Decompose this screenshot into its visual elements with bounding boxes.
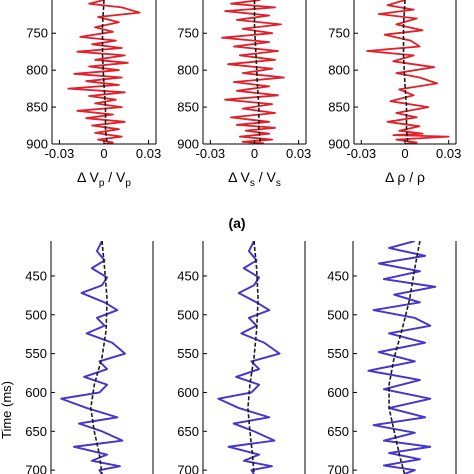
x-tick-label: -0.03	[196, 146, 226, 161]
x-tick-label: 0	[401, 146, 408, 161]
x-tick-label: -0.03	[45, 146, 75, 161]
x-axis-label-part: / V	[255, 169, 277, 185]
y-tick-label: 450	[177, 268, 199, 283]
x-axis-label-part: Δ V	[228, 169, 250, 185]
y-tick-label: 750	[328, 26, 350, 41]
y-tick-label: 700	[177, 463, 199, 474]
x-axis-label: Δ ρ / ρ	[385, 169, 425, 185]
x-axis-label-subscript: p	[99, 178, 105, 189]
x-axis-label-subscript: p	[125, 178, 131, 189]
y-tick-label: 450	[25, 268, 47, 283]
y-tick-label: 600	[25, 385, 47, 400]
x-tick-label: 0.03	[436, 146, 461, 161]
chart-panel-top-3: 750 800 850 900-0.03 0 0.03 Δ ρ / ρ	[328, 0, 461, 185]
y-tick-label: 550	[327, 346, 349, 361]
x-axis-label-subscript: s	[250, 178, 255, 189]
y-tick-label: 550	[177, 346, 199, 361]
y-tick-label: 500	[177, 307, 199, 322]
y-tick-label: 850	[26, 100, 48, 115]
x-axis-label-part: / V	[104, 169, 126, 185]
y-tick-label: 550	[25, 346, 47, 361]
series-line-0	[67, 0, 141, 144]
y-tick-label: 800	[26, 63, 48, 78]
y-tick-label: 850	[177, 100, 199, 115]
y-tick-label: 650	[327, 424, 349, 439]
x-tick-label: 0	[251, 146, 258, 161]
series-group	[367, 241, 437, 474]
chart-panel-bottom-2: 450 500 550 600 650 700	[177, 241, 306, 474]
y-tick-label: 450	[327, 268, 349, 283]
y-tick-label: 900	[26, 137, 48, 152]
series-group	[366, 0, 450, 144]
y-tick-label: 900	[328, 137, 350, 152]
series-line-2	[90, 241, 108, 474]
y-tick-label: 800	[177, 63, 199, 78]
series-line-0	[60, 241, 126, 474]
x-axis-label: Δ Vs / Vs	[228, 169, 281, 189]
y-tick-label: 850	[328, 100, 350, 115]
y-tick-label: 600	[327, 385, 349, 400]
x-tick-label: 0	[100, 146, 107, 161]
y-tick-label: 600	[177, 385, 199, 400]
x-tick-label: 0.03	[136, 146, 161, 161]
series-line-2	[388, 241, 421, 474]
y-tick-label: 900	[177, 137, 199, 152]
x-axis-label-subscript: s	[276, 178, 281, 189]
y-tick-label: 750	[26, 26, 48, 41]
y-tick-label: 650	[177, 424, 199, 439]
series-line-1	[60, 241, 126, 474]
x-tick-label: -0.03	[346, 146, 376, 161]
y-tick-label: 700	[327, 463, 349, 474]
series-line-0	[366, 0, 450, 144]
x-tick-label: 0.03	[286, 146, 311, 161]
x-axis-label-part: Δ ρ / ρ	[385, 169, 425, 185]
series-line-1	[367, 241, 437, 474]
series-line-1	[402, 0, 409, 144]
x-axis-label: Δ Vp / Vp	[77, 169, 131, 189]
y-tick-label: 500	[327, 307, 349, 322]
series-group	[221, 0, 285, 144]
series-group	[217, 241, 281, 474]
series-group	[60, 241, 126, 474]
chart-panel-bottom-3: 450 500 550 600 650 700	[327, 241, 457, 474]
y-tick-label: 650	[25, 424, 47, 439]
y-axis-label: Time (ms)	[0, 381, 14, 439]
series-line-2	[247, 241, 259, 474]
series-line-1	[101, 0, 108, 144]
y-tick-label: 800	[328, 63, 350, 78]
figure-caption: (a)	[228, 215, 245, 231]
y-tick-label: 700	[25, 463, 47, 474]
series-line-1	[253, 0, 262, 144]
series-group	[67, 0, 141, 144]
x-axis-label-part: Δ V	[77, 169, 99, 185]
series-line-0	[221, 0, 285, 144]
y-tick-label: 750	[177, 26, 199, 41]
series-line-1	[217, 241, 281, 474]
chart-panel-bottom-1: 450 500 550 600 650 700	[25, 241, 154, 474]
y-tick-label: 500	[25, 307, 47, 322]
